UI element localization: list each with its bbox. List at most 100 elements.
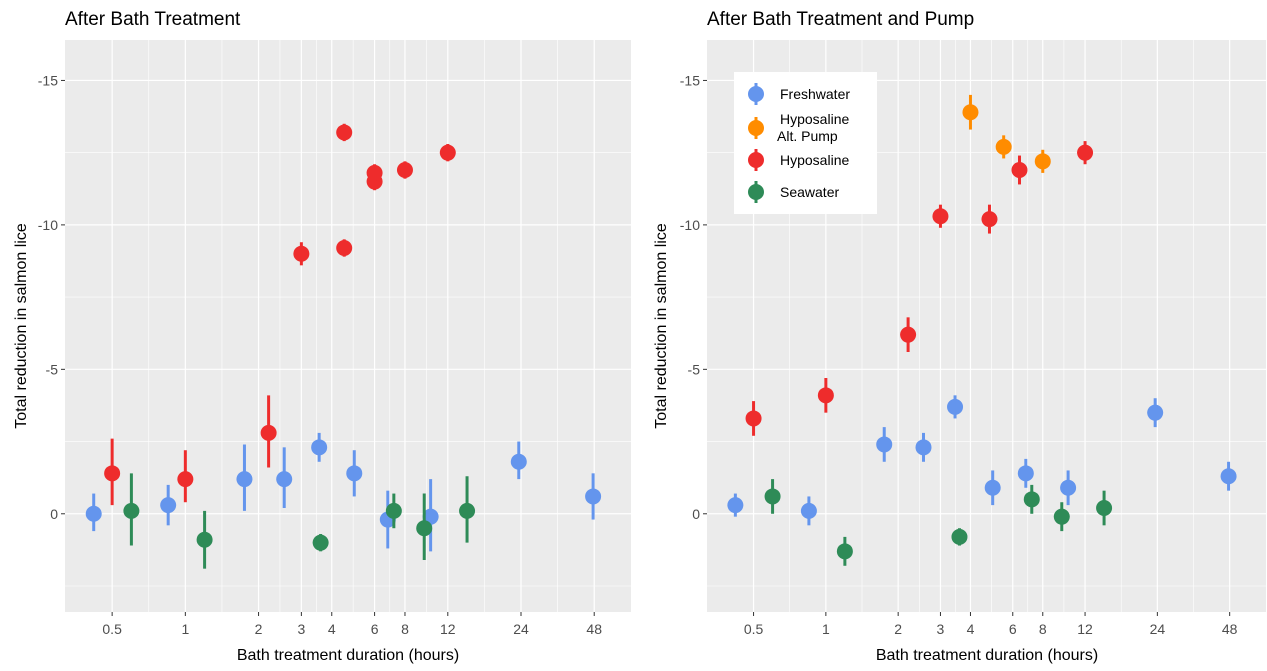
x-tick-label: 6	[1009, 621, 1017, 637]
data-point	[1077, 144, 1094, 161]
y-axis-label: Total reduction in salmon lice	[13, 223, 30, 429]
data-point	[293, 245, 310, 262]
data-point	[745, 410, 762, 427]
x-tick-label: 1	[181, 621, 189, 637]
x-tick-label: 24	[513, 621, 529, 637]
series-seawater	[764, 479, 1113, 566]
legend-key-point	[748, 120, 764, 136]
series-freshwater	[727, 395, 1237, 526]
x-tick-label: 8	[1039, 621, 1047, 637]
x-tick-label: 0.5	[744, 621, 764, 637]
x-tick-label: 48	[1222, 621, 1238, 637]
y-axis-label: Total reduction in salmon lice	[653, 223, 670, 429]
data-point	[1023, 491, 1040, 508]
data-point	[416, 520, 433, 537]
data-point	[764, 488, 781, 505]
data-point	[876, 436, 893, 453]
x-tick-label: 4	[967, 621, 975, 637]
data-point	[1017, 465, 1034, 482]
data-point	[396, 162, 413, 178]
data-point	[817, 387, 834, 404]
legend-label: Seawater	[780, 184, 839, 200]
x-tick-label: 12	[1077, 621, 1093, 637]
legend-key-point	[748, 184, 764, 200]
data-point	[276, 471, 293, 488]
x-tick-label: 24	[1150, 621, 1166, 637]
x-tick-label: 4	[328, 621, 336, 637]
data-point	[962, 104, 979, 121]
x-tick-label: 48	[586, 621, 602, 637]
data-point	[160, 497, 177, 514]
data-point	[196, 531, 213, 548]
legend-entry: Freshwater	[748, 83, 850, 105]
x-tick-label: 8	[401, 621, 409, 637]
x-tick-label: 6	[371, 621, 379, 637]
x-tick-label: 2	[255, 621, 263, 637]
data-point	[177, 471, 194, 488]
data-point	[981, 211, 998, 228]
series-hyposaline-alt-pump	[962, 94, 1051, 173]
x-tick-label: 3	[937, 621, 945, 637]
chart-title: After Bath Treatment and Pump	[707, 9, 974, 30]
data-point	[1096, 500, 1113, 516]
x-tick-label: 0.5	[102, 621, 122, 637]
data-point	[385, 502, 402, 519]
y-tick-label: -10	[680, 217, 700, 233]
data-point	[947, 398, 964, 415]
data-point	[459, 502, 476, 519]
data-point	[312, 534, 329, 551]
series-hyposaline	[104, 123, 456, 506]
data-point	[727, 497, 744, 514]
y-tick-label: -15	[38, 72, 58, 88]
data-point	[800, 502, 817, 519]
legend-label: Hyposaline Alt. Pump	[777, 111, 849, 144]
x-tick-label: 12	[440, 621, 456, 637]
series-hyposaline	[745, 141, 1094, 436]
y-tick-label: -10	[38, 217, 58, 233]
series-freshwater	[85, 432, 602, 552]
data-point	[366, 164, 383, 181]
legend: Freshwater Hyposaline Alt. Pump Hyposaline S…	[734, 72, 877, 214]
legend-entry: Hyposaline	[748, 149, 849, 171]
data-point	[585, 488, 602, 505]
data-point	[1060, 479, 1077, 496]
legend-key-point	[748, 152, 764, 168]
data-point	[932, 208, 949, 225]
data-point	[1011, 162, 1028, 178]
x-tick-label: 1	[822, 621, 830, 637]
data-point	[236, 471, 253, 488]
y-tick-label: -5	[46, 361, 59, 377]
data-point	[1220, 468, 1237, 485]
legend-key-point	[748, 86, 764, 102]
data-point	[85, 505, 102, 522]
x-axis-label: Bath treatment duration (hours)	[237, 647, 459, 664]
legend-label: Hyposaline	[780, 152, 849, 168]
data-point	[104, 465, 121, 482]
series-seawater	[123, 473, 476, 569]
data-point	[439, 144, 456, 161]
legend-entry: Hyposaline Alt. Pump	[748, 111, 849, 144]
data-point	[984, 479, 1001, 496]
data-point	[311, 439, 328, 456]
data-point	[336, 124, 353, 141]
data-point	[836, 543, 853, 560]
y-tick-label: 0	[692, 506, 700, 522]
data-point	[346, 465, 363, 482]
data-point	[900, 326, 917, 343]
data-point	[260, 424, 277, 441]
x-axis-label: Bath treatment duration (hours)	[876, 647, 1098, 664]
data-point	[510, 453, 527, 470]
data-point	[915, 439, 932, 456]
y-tick-label: -5	[688, 361, 701, 377]
data-point	[336, 240, 353, 256]
chart-title: After Bath Treatment	[65, 9, 241, 30]
x-tick-label: 3	[297, 621, 305, 637]
data-point	[1147, 404, 1164, 421]
y-tick-label: 0	[50, 506, 58, 522]
legend-entry: Seawater	[748, 181, 839, 203]
legend-label: Freshwater	[780, 86, 850, 102]
data-point	[995, 138, 1012, 155]
